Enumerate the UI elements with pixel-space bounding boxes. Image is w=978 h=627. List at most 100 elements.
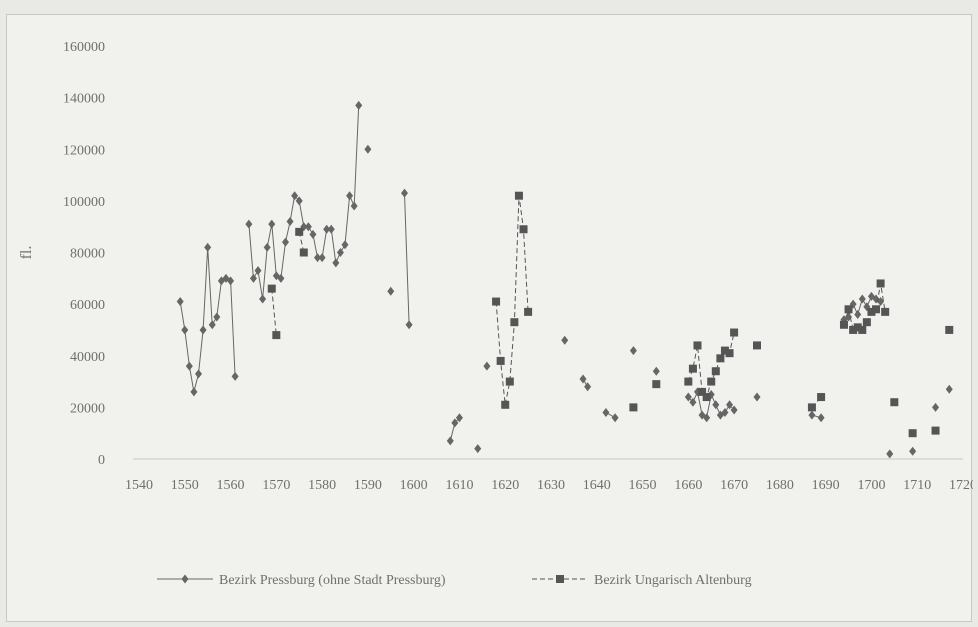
data-point-1 [854, 309, 862, 319]
legend-marker-1 [181, 574, 189, 584]
data-point-2 [890, 398, 899, 407]
data-point-1 [611, 413, 619, 423]
data-point-2 [496, 356, 505, 365]
data-point-1 [327, 224, 335, 234]
data-point-1 [295, 196, 303, 206]
data-point-1 [584, 382, 592, 392]
data-point-1 [199, 325, 207, 335]
x-tick-label: 1680 [766, 478, 794, 493]
data-point-1 [808, 410, 816, 420]
data-point-2 [945, 325, 954, 334]
data-point-2 [707, 377, 716, 386]
series-line-1 [404, 193, 410, 325]
data-point-1 [291, 191, 299, 201]
data-point-1 [652, 366, 660, 376]
data-point-1 [474, 444, 482, 454]
data-point-1 [336, 248, 344, 257]
data-point-2 [853, 323, 862, 332]
data-point-2 [652, 380, 661, 389]
data-point-2 [817, 393, 826, 402]
x-tick-label: 1650 [629, 478, 657, 493]
x-tick-label: 1660 [674, 478, 702, 493]
data-point-1 [945, 384, 953, 394]
data-point-2 [730, 328, 739, 337]
data-point-1 [877, 297, 885, 307]
data-point-1 [190, 387, 198, 397]
data-point-1 [712, 400, 720, 410]
x-tick-label: 1670 [720, 478, 748, 493]
y-tick-label: 120000 [63, 143, 105, 158]
data-point-1 [314, 253, 322, 263]
line-chart: 0 20000 40000 60000 80000 100000 120000 140000 1… [18, 40, 973, 588]
series-line-2 [495, 195, 529, 405]
data-point-2 [702, 393, 711, 402]
data-point-1 [213, 312, 221, 322]
data-point-2 [839, 320, 848, 329]
data-point-1 [231, 371, 239, 381]
data-point-1 [364, 144, 372, 154]
data-point-2 [908, 429, 917, 438]
x-tick-label: 1560 [217, 478, 245, 493]
data-point-2 [514, 191, 523, 200]
data-point-1 [341, 240, 349, 250]
x-tick-label: 1570 [262, 478, 290, 493]
data-point-1 [579, 374, 587, 384]
data-point-1 [245, 219, 253, 229]
x-tick-label: 1640 [583, 478, 611, 493]
data-point-2 [501, 400, 510, 409]
data-point-1 [185, 361, 193, 371]
data-point-1 [602, 408, 610, 418]
data-point-1 [254, 266, 262, 276]
data-point-2 [849, 325, 858, 334]
data-point-2 [505, 377, 514, 386]
data-point-2 [295, 227, 304, 236]
data-point-1 [281, 237, 289, 247]
series-line-2 [271, 288, 277, 336]
data-point-1 [259, 294, 267, 304]
data-point-1 [309, 229, 317, 239]
data-point-1 [451, 418, 459, 428]
data-point-1 [208, 320, 216, 330]
data-point-1 [817, 413, 825, 423]
y-tick-label: 160000 [63, 40, 105, 55]
data-point-2 [629, 403, 638, 412]
data-point-1 [886, 449, 894, 459]
data-point-2 [688, 364, 697, 373]
data-point-2 [876, 279, 885, 288]
data-point-1 [909, 446, 917, 456]
data-point-1 [263, 242, 271, 252]
data-point-1 [726, 400, 734, 410]
data-point-2 [698, 387, 707, 396]
data-point-1 [730, 405, 738, 415]
legend-label-1: Bezirk Pressburg (ohne Stadt Pressburg) [219, 573, 446, 588]
x-tick-label: 1690 [812, 478, 840, 493]
data-point-1 [350, 201, 358, 211]
x-tick-label: 1580 [308, 478, 336, 493]
data-point-1 [455, 413, 463, 423]
data-point-2 [807, 403, 816, 412]
data-point-1 [387, 286, 395, 296]
y-tick-label: 40000 [70, 350, 105, 365]
series-line-1 [179, 247, 236, 393]
y-tick-label: 100000 [63, 195, 105, 210]
data-point-1 [932, 402, 940, 412]
data-point-2 [720, 346, 729, 355]
data-point-2 [272, 331, 281, 340]
data-point-1 [753, 392, 761, 402]
x-tick-label: 1700 [857, 478, 885, 493]
data-point-1 [249, 273, 257, 283]
data-point-1 [318, 253, 326, 263]
data-point-2 [753, 341, 761, 350]
data-point-1 [195, 369, 203, 379]
data-point-1 [323, 224, 331, 234]
legend-marker-2 [556, 575, 564, 583]
x-tick-label: 1550 [171, 478, 199, 493]
data-point-1 [721, 408, 729, 418]
data-point-1 [561, 335, 569, 345]
data-point-1 [405, 320, 413, 330]
data-point-1 [277, 273, 285, 283]
y-tick-label: 20000 [70, 401, 105, 416]
y-tick-label: 0 [98, 453, 105, 468]
data-point-1 [858, 294, 866, 304]
data-point-1 [346, 191, 354, 201]
